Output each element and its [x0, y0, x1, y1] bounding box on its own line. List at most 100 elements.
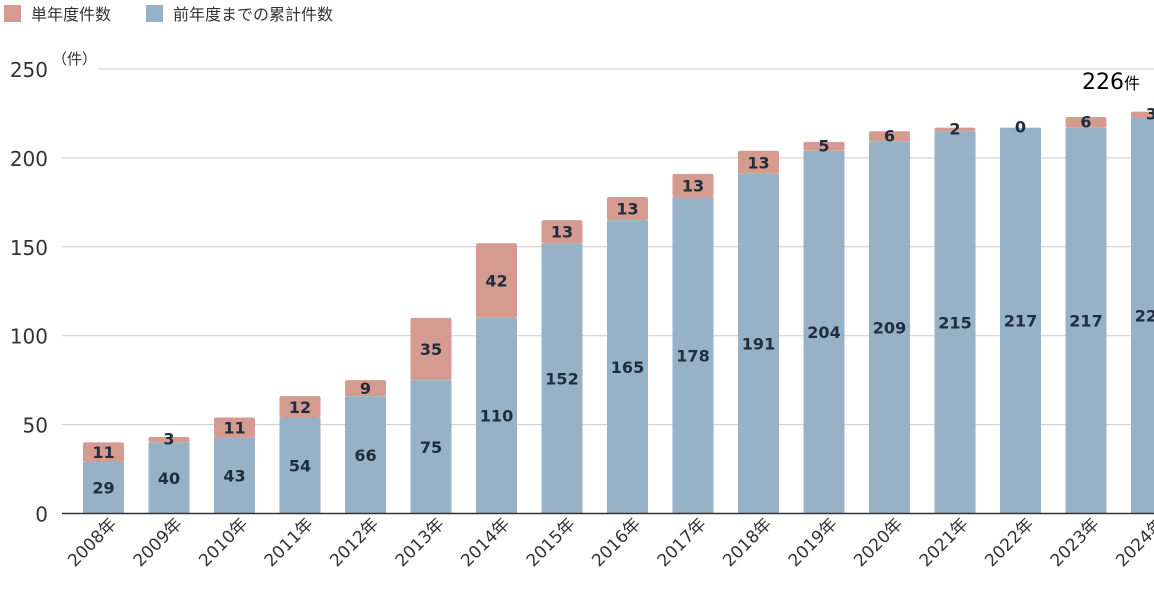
data-label-cumulative: 204	[807, 323, 840, 342]
x-tick-label: 2019年	[785, 514, 842, 571]
data-label-cumulative: 223	[1135, 306, 1154, 325]
data-label-single-year: 3	[1146, 104, 1154, 123]
x-tick-label: 2024年	[1112, 514, 1154, 571]
x-tick-label: 2011年	[261, 514, 318, 571]
x-tick-label: 2023年	[1047, 514, 1104, 571]
data-label-single-year: 5	[818, 136, 829, 155]
bar-single-year	[1065, 117, 1107, 128]
data-label-cumulative: 40	[158, 469, 180, 488]
x-tick-label: 2021年	[916, 514, 973, 571]
bar-single-year	[672, 173, 714, 198]
bar-cumulative	[83, 461, 124, 514]
bar-cumulative	[803, 150, 845, 514]
bar-cumulative	[1000, 127, 1041, 514]
x-tick-label: 2020年	[850, 514, 907, 571]
y-tick-label: 0	[35, 503, 48, 527]
bar-single-year	[541, 220, 583, 244]
x-tick-label: 2015年	[523, 514, 580, 571]
data-label-single-year: 13	[616, 200, 638, 219]
bar-single-year	[148, 437, 190, 443]
legend-label-cumulative: 前年度までの累計件数	[173, 5, 333, 24]
x-tick-label: 2017年	[654, 514, 711, 571]
bar-single-year	[476, 243, 517, 318]
total-annotation: 226件	[1082, 70, 1140, 95]
y-tick-label: 100	[10, 325, 48, 349]
data-label-cumulative: 215	[938, 313, 971, 332]
x-tick-label: 2012年	[326, 514, 383, 571]
data-label-cumulative: 110	[480, 407, 513, 426]
data-label-single-year: 11	[92, 443, 114, 462]
data-label-cumulative: 152	[545, 369, 578, 388]
x-tick-label: 2016年	[588, 514, 645, 571]
data-label-cumulative: 217	[1069, 312, 1102, 331]
bar-single-year	[869, 131, 910, 142]
data-label-cumulative: 217	[1004, 312, 1037, 331]
data-label-single-year: 6	[1080, 112, 1091, 131]
legend-swatch-cumulative	[146, 5, 163, 22]
data-label-single-year: 6	[884, 127, 895, 146]
total-annotation-unit: 件	[1124, 74, 1140, 93]
data-label-cumulative: 29	[92, 479, 114, 498]
data-label-cumulative: 54	[289, 456, 311, 475]
data-label-single-year: 13	[551, 223, 573, 242]
bar-single-year	[1131, 111, 1154, 118]
bar-single-year	[83, 442, 124, 462]
data-label-cumulative: 165	[611, 358, 644, 377]
data-label-cumulative: 191	[742, 335, 775, 354]
bar-cumulative	[1131, 117, 1154, 514]
y-unit-label: （件）	[52, 50, 97, 68]
x-tick-label: 2022年	[981, 514, 1038, 571]
data-label-cumulative: 66	[354, 446, 376, 465]
bar-single-year	[410, 317, 452, 381]
bar-cumulative	[476, 317, 517, 514]
bar-single-year	[214, 417, 255, 438]
bar-single-year	[738, 150, 779, 174]
total-annotation-value: 226	[1082, 70, 1124, 95]
bar-single-year	[607, 197, 648, 221]
bar-cumulative	[541, 243, 583, 514]
legend-label-single-year: 単年度件数	[31, 5, 111, 24]
x-tick-label: 2014年	[457, 514, 514, 571]
x-tick-label: 2018年	[719, 514, 776, 571]
data-label-cumulative: 75	[420, 438, 442, 457]
data-label-single-year: 35	[420, 340, 442, 359]
data-label-single-year: 42	[485, 272, 507, 291]
data-label-cumulative: 43	[223, 466, 245, 485]
data-label-single-year: 13	[682, 176, 704, 195]
x-tick-label: 2008年	[64, 514, 121, 571]
bar-cumulative	[214, 437, 255, 514]
bar-cumulative	[607, 220, 648, 514]
y-tick-label: 250	[10, 58, 48, 82]
bar-cumulative	[279, 417, 321, 514]
bar-cumulative	[410, 380, 452, 514]
bar-labels: 2911403431154126697535110421521316513178…	[92, 104, 1154, 497]
bars	[83, 111, 1154, 514]
data-label-single-year: 0	[1015, 118, 1026, 137]
data-label-single-year: 9	[360, 379, 371, 398]
data-label-single-year: 12	[289, 398, 311, 417]
bar-cumulative	[869, 141, 910, 514]
legend-swatch-single-year	[4, 5, 21, 22]
data-label-single-year: 11	[223, 418, 245, 437]
x-axis-ticks: 2008年 2009年 2010年 2011年 2012年 2013年 2014年 2015年…	[64, 514, 1154, 571]
legend: 単年度件数 前年度までの累計件数	[4, 5, 333, 24]
bar-single-year	[803, 141, 845, 151]
bar-single-year	[279, 396, 321, 418]
x-tick-label: 2009年	[130, 514, 187, 571]
data-label-single-year: 3	[163, 430, 174, 449]
data-label-single-year: 13	[747, 153, 769, 172]
x-tick-label: 2010年	[195, 514, 252, 571]
bar-single-year	[934, 127, 976, 132]
bar-cumulative	[934, 131, 976, 514]
data-label-cumulative: 209	[873, 319, 906, 338]
data-label-cumulative: 178	[676, 346, 709, 365]
y-tick-label: 200	[10, 147, 48, 171]
y-axis-ticks: 0 50 100 150 200 250	[10, 58, 48, 527]
bar-cumulative	[738, 173, 779, 514]
x-tick-label: 2013年	[392, 514, 449, 571]
data-label-single-year: 2	[949, 119, 960, 138]
bar-single-year	[345, 380, 386, 397]
bar-cumulative	[148, 442, 190, 514]
y-tick-label: 150	[10, 236, 48, 260]
